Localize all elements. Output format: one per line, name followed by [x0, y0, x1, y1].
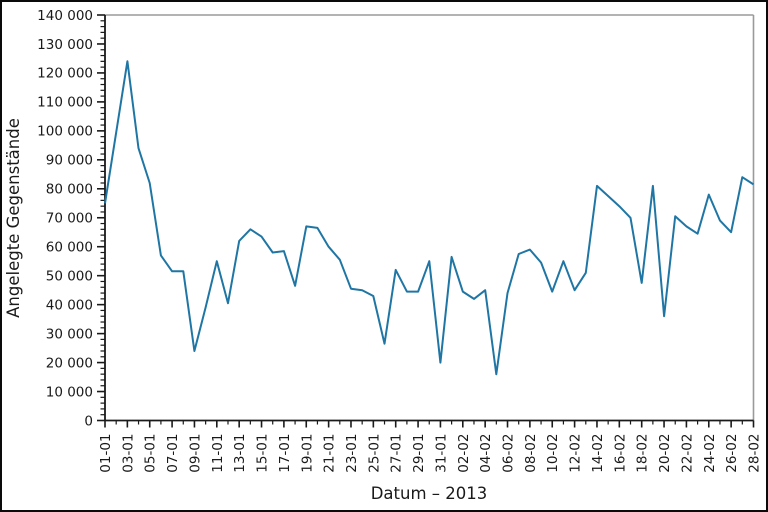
x-tick-label: 22-02	[679, 434, 695, 473]
x-tick-label: 20-02	[657, 434, 673, 473]
y-tick-label: 110 000	[37, 95, 93, 111]
x-tick-label: 27-01	[389, 434, 405, 473]
y-tick-label: 30 000	[46, 326, 93, 342]
x-tick-label: 09-01	[187, 434, 203, 473]
x-tick-label: 10-02	[545, 434, 561, 473]
x-tick-label: 23-01	[344, 434, 360, 473]
series-line	[104, 60, 755, 376]
x-tick-label: 19-01	[299, 434, 315, 473]
x-tick-label: 04-02	[478, 433, 494, 472]
x-tick-label: 25-01	[366, 434, 382, 473]
y-tick-label: 20 000	[46, 355, 93, 371]
x-tick-label: 05-01	[143, 434, 159, 473]
x-tick-label: 13-01	[232, 434, 248, 473]
y-tick-label: 0	[84, 413, 93, 429]
y-axis-ticks: 0 10 000 20 000 30 000 40 000 50 000 60 000 70 …	[37, 8, 105, 429]
y-tick-label: 100 000	[37, 124, 93, 140]
y-tick-label: 80 000	[46, 182, 93, 198]
x-tick-label: 01-01	[98, 434, 114, 473]
y-tick-label: 90 000	[46, 153, 93, 169]
spines	[104, 14, 755, 422]
x-tick-label: 12-02	[568, 434, 584, 473]
y-tick-label: 70 000	[46, 211, 93, 227]
x-tick-label: 31-01	[433, 434, 449, 473]
x-tick-label: 29-01	[411, 434, 427, 473]
x-tick-label: 15-01	[255, 434, 271, 473]
y-tick-label: 120 000	[37, 66, 93, 82]
x-tick-label: 18-02	[635, 434, 651, 473]
x-tick-label: 03-01	[120, 434, 136, 473]
y-tick-label: 10 000	[46, 384, 93, 400]
y-tick-label: 130 000	[37, 37, 93, 53]
x-tick-label: 26-02	[724, 434, 740, 473]
x-tick-label: 02-02	[456, 434, 472, 473]
y-tick-label: 140 000	[37, 8, 93, 24]
data-series	[104, 60, 755, 376]
x-tick-label: 16-02	[612, 434, 628, 473]
y-tick-label: 40 000	[46, 297, 93, 313]
x-tick-label: 07-01	[165, 434, 181, 473]
x-tick-label: 11-01	[210, 434, 226, 473]
x-tick-label: 14-02	[590, 434, 606, 473]
x-tick-label: 21-01	[322, 434, 338, 473]
y-tick-label: 60 000	[46, 240, 93, 256]
x-tick-label: 28-02	[747, 434, 763, 473]
x-tick-label: 24-02	[702, 434, 718, 473]
x-tick-label: 08-02	[523, 434, 539, 473]
x-axis-label: Datum – 2013	[371, 484, 488, 503]
y-axis-label: Angelegte Gegenstände	[4, 118, 23, 318]
x-axis-ticks: 01-01 03-01 05-01 07-01 09-01 11-01 13-01 15-01…	[98, 420, 763, 473]
x-tick-label: 06-02	[501, 434, 517, 473]
y-tick-label: 50 000	[46, 268, 93, 284]
x-tick-label: 17-01	[277, 434, 293, 473]
